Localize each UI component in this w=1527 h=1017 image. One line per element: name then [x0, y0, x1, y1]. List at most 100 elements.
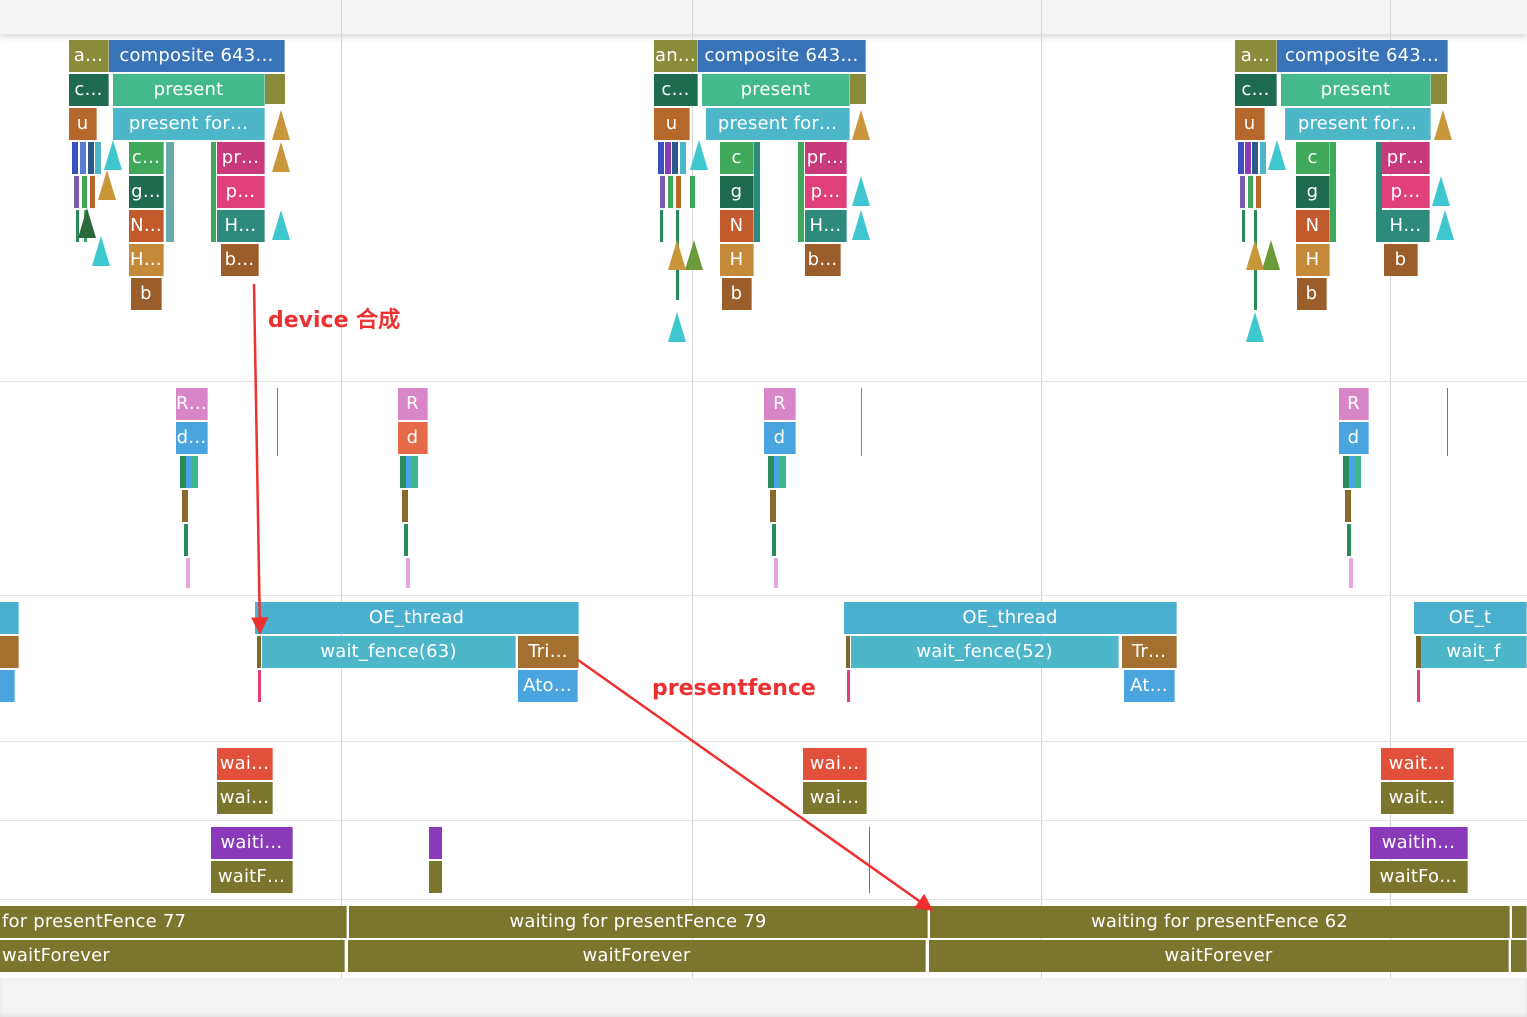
trace-slice[interactable]: wait…: [1381, 782, 1454, 814]
thin-slice[interactable]: [772, 524, 776, 556]
trace-slice[interactable]: OE_t: [1414, 602, 1527, 634]
thin-slice[interactable]: [668, 176, 673, 208]
trace-slice[interactable]: waitFo…: [1370, 861, 1468, 893]
thin-slice[interactable]: [80, 142, 86, 174]
thin-slice[interactable]: [658, 142, 664, 174]
trace-slice[interactable]: H: [1296, 244, 1330, 276]
thin-slice[interactable]: [754, 142, 760, 242]
trace-slice[interactable]: R: [1339, 388, 1369, 420]
trace-slice[interactable]: R…: [176, 388, 208, 420]
trace-slice[interactable]: pr…: [1382, 142, 1430, 174]
thin-slice[interactable]: [1349, 456, 1355, 488]
thin-slice[interactable]: [406, 558, 410, 588]
thin-slice[interactable]: [1347, 524, 1351, 556]
thin-slice[interactable]: [660, 210, 663, 242]
thin-slice[interactable]: [847, 670, 850, 702]
trace-slice[interactable]: [0, 636, 19, 668]
thin-slice[interactable]: [676, 176, 681, 208]
trace-slice[interactable]: [0, 670, 15, 702]
trace-slice[interactable]: At…: [1124, 670, 1175, 702]
thin-slice[interactable]: [1245, 142, 1251, 174]
trace-slice[interactable]: pr…: [805, 142, 847, 174]
trace-slice[interactable]: wait_fence(52): [851, 636, 1119, 668]
trace-slice[interactable]: u: [69, 108, 97, 140]
thin-slice[interactable]: [180, 456, 186, 488]
thin-slice[interactable]: [1417, 670, 1420, 702]
trace-slice[interactable]: b: [1297, 278, 1327, 310]
thin-slice[interactable]: [1256, 176, 1261, 208]
trace-slice[interactable]: d…: [176, 422, 208, 454]
thin-slice[interactable]: [690, 176, 695, 208]
trace-slice[interactable]: for presentFence 77: [0, 906, 347, 938]
thin-slice[interactable]: [211, 142, 216, 242]
trace-slice[interactable]: H…: [805, 210, 847, 242]
trace-slice[interactable]: wait_fence(63): [262, 636, 516, 668]
trace-slice[interactable]: R: [398, 388, 428, 420]
thin-slice[interactable]: [186, 558, 190, 588]
thin-slice[interactable]: [1447, 388, 1448, 456]
trace-slice[interactable]: OE_thread: [844, 602, 1177, 634]
trace-slice[interactable]: b: [131, 278, 162, 310]
trace-slice[interactable]: c…: [69, 74, 109, 106]
trace-slice[interactable]: OE_thread: [255, 602, 579, 634]
trace-slice[interactable]: H: [720, 244, 754, 276]
thin-slice[interactable]: [74, 176, 79, 208]
trace-slice[interactable]: p…: [1382, 176, 1430, 208]
trace-slice[interactable]: g: [1296, 176, 1330, 208]
trace-slice[interactable]: Ato…: [518, 670, 578, 702]
trace-slice[interactable]: c: [1296, 142, 1330, 174]
trace-slice[interactable]: N…: [129, 210, 164, 242]
thin-slice[interactable]: [404, 524, 408, 556]
trace-slice[interactable]: present: [702, 74, 850, 106]
trace-slice[interactable]: c…: [129, 142, 164, 174]
trace-slice[interactable]: H…: [129, 244, 164, 276]
thin-slice[interactable]: [258, 670, 261, 702]
trace-slice[interactable]: pr…: [217, 142, 265, 174]
thin-slice[interactable]: [406, 456, 412, 488]
trace-slice[interactable]: present for…: [706, 108, 850, 140]
thin-slice[interactable]: [1355, 456, 1361, 488]
thin-slice[interactable]: [861, 388, 862, 456]
trace-slice[interactable]: a…: [69, 40, 109, 72]
thin-slice[interactable]: [82, 176, 87, 208]
thin-slice[interactable]: [184, 524, 188, 556]
thin-slice[interactable]: [257, 636, 261, 668]
trace-slice[interactable]: H…: [217, 210, 265, 242]
trace-slice[interactable]: d: [764, 422, 796, 454]
trace-slice[interactable]: H…: [1382, 210, 1430, 242]
trace-slice[interactable]: b…: [221, 244, 259, 276]
trace-slice[interactable]: b: [1384, 244, 1418, 276]
trace-slice[interactable]: waitForever: [0, 940, 345, 972]
trace-slice[interactable]: present for…: [1285, 108, 1431, 140]
thin-slice[interactable]: [846, 636, 850, 668]
thin-slice[interactable]: [1343, 456, 1349, 488]
thin-slice[interactable]: [1376, 142, 1382, 242]
trace-slice[interactable]: composite 643…: [109, 40, 285, 72]
trace-slice[interactable]: [0, 602, 19, 634]
thin-slice[interactable]: [660, 176, 665, 208]
trace-slice[interactable]: present: [1281, 74, 1431, 106]
trace-slice[interactable]: waitForever: [348, 940, 926, 972]
trace-slice[interactable]: d: [398, 422, 428, 454]
trace-slice[interactable]: p…: [805, 176, 847, 208]
trace-slice[interactable]: N: [720, 210, 754, 242]
trace-slice[interactable]: present: [113, 74, 265, 106]
thin-slice[interactable]: [869, 827, 870, 893]
thin-slice[interactable]: [1248, 176, 1253, 208]
trace-slice[interactable]: Tr…: [1122, 636, 1177, 668]
thin-slice[interactable]: [192, 456, 198, 488]
trace-slice[interactable]: a…: [1235, 40, 1277, 72]
trace-slice[interactable]: composite 643…: [698, 40, 866, 72]
thin-slice[interactable]: [1330, 142, 1336, 242]
thin-slice[interactable]: [277, 388, 278, 456]
trace-slice[interactable]: wai…: [803, 748, 867, 780]
thin-slice[interactable]: [76, 210, 79, 242]
trace-slice[interactable]: u: [1235, 108, 1265, 140]
trace-slice[interactable]: waiting for presentFence 79: [349, 906, 928, 938]
trace-slice[interactable]: c…: [654, 74, 698, 106]
trace-slice[interactable]: waitF…: [211, 861, 293, 893]
thin-slice[interactable]: [429, 861, 442, 893]
thin-slice[interactable]: [402, 490, 408, 522]
thin-slice[interactable]: [400, 456, 406, 488]
trace-slice[interactable]: wai…: [217, 782, 273, 814]
